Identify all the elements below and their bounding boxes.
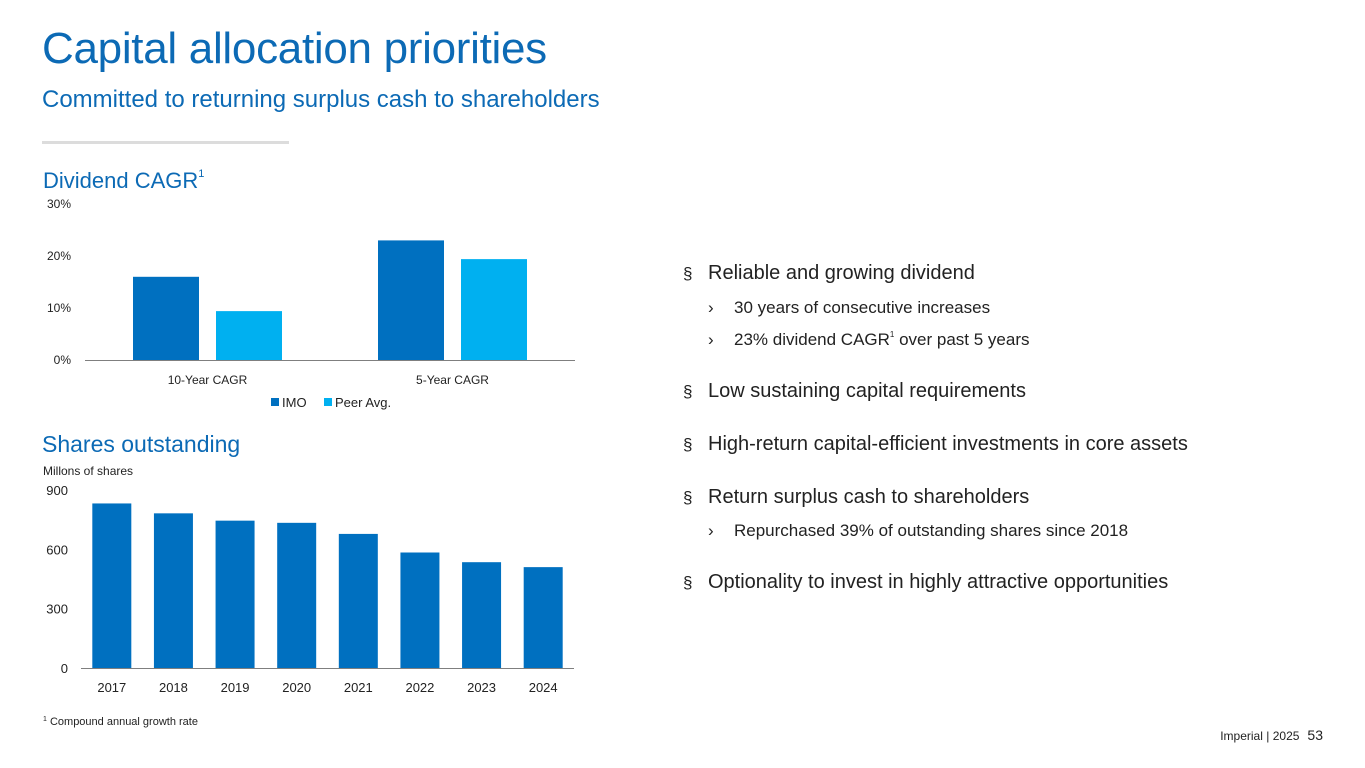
dividend-y-tick-label: 10% [47,301,71,315]
dividend-bar-imo [378,240,444,360]
dividend-y-tick-label: 0% [54,353,72,367]
shares-x-tick-label: 2018 [159,680,188,695]
footer-separator: | [1266,729,1270,743]
bullet-marker: § [683,382,693,401]
shares-x-tick-label: 2019 [221,680,250,695]
sub-bullet-item: › 23% dividend CAGR1 over past 5 years [708,330,1030,350]
shares-y-tick-label: 900 [46,483,68,498]
dividend-heading-text: Dividend CAGR [43,168,199,193]
sub-bullet-text: 30 years of consecutive increases [734,298,991,317]
dividend-y-tick-label: 30% [47,197,71,211]
shares-bar [400,552,440,668]
shares-x-tick-label: 2021 [344,680,373,695]
bullet-marker: § [683,264,693,283]
shares-bar [215,520,255,668]
shares-y-tick-label: 0 [61,661,68,676]
sub-bullet-marker: › [708,521,714,540]
footnote-ref: 1 [43,716,47,723]
sub-bullet-text: Repurchased 39% of outstanding shares si… [734,521,1129,540]
dividend-y-tick-label: 20% [47,249,71,263]
shares-bar [153,513,193,668]
shares-unit-label: Millons of shares [43,464,134,478]
dividend-x-tick-label: 10-Year CAGR [168,373,248,387]
shares-x-tick-label: 2022 [405,680,434,695]
sub-bullet-item: › Repurchased 39% of outstanding shares s… [708,521,1128,541]
bullet-text: High-return capital-efficient investment… [708,433,1188,455]
page-number: 53 [1307,727,1323,743]
sub-bullet-item: › 30 years of consecutive increases [708,298,990,318]
sub-bullet-text: 23% dividend CAGR [734,330,890,349]
bullet-text: Optionality to invest in highly attracti… [708,571,1169,593]
dividend-chart-heading: Dividend CAGR1 [43,168,204,194]
shares-y-tick-label: 600 [46,542,68,557]
footer-company: Imperial [1220,729,1263,743]
bullet-item: § Low sustaining capital requirements [683,380,1026,403]
legend-label-imo: IMO [282,395,307,410]
shares-y-tick-label: 300 [46,602,68,617]
page-footer: Imperial | 2025 53 [1220,727,1323,743]
shares-bar [92,503,132,668]
footnote-text: Compound annual growth rate [49,716,198,728]
bullet-item: § High-return capital-efficient investmen… [683,433,1188,456]
legend-swatch-imo [271,398,279,406]
shares-x-tick-label: 2017 [97,680,126,695]
bullet-item: § Return surplus cash to shareholders [683,486,1029,509]
shares-chart-heading: Shares outstanding [42,431,241,457]
bullet-item: § Optionality to invest in highly attract… [683,571,1168,594]
sub-bullet-marker: › [708,330,714,349]
shares-bar [277,522,317,668]
bullet-marker: § [683,435,693,454]
footer-year: 2025 [1272,729,1300,743]
bullet-text: Reliable and growing dividend [708,262,975,284]
page-title: Capital allocation priorities [42,24,547,73]
dividend-heading-footnote-ref: 1 [198,168,205,180]
bullet-text: Return surplus cash to shareholders [708,486,1030,508]
shares-x-tick-label: 2024 [529,680,558,695]
footnote: 1 Compound annual growth rate [43,716,198,728]
sub-bullet-marker: › [708,298,714,317]
sub-bullet-text-continued: over past 5 years [894,330,1030,349]
bullet-text: Low sustaining capital requirements [708,380,1026,402]
dividend-bar-imo [133,276,199,360]
title-divider [42,141,289,144]
shares-bar [338,533,378,668]
bullet-marker: § [683,488,693,507]
dividend-bar-peer [461,259,527,360]
bullet-item: § Reliable and growing dividend [683,262,975,285]
legend-swatch-peer [324,398,332,406]
dividend-bar-peer [216,311,282,360]
dividend-x-tick-label: 5-Year CAGR [416,373,489,387]
page-subtitle: Committed to returning surplus cash to s… [42,86,600,113]
shares-bar [523,567,563,668]
footnote-ref: 1 [889,330,895,339]
bullet-marker: § [683,573,693,592]
shares-x-tick-label: 2020 [282,680,311,695]
shares-bar [462,562,502,668]
shares-x-tick-label: 2023 [467,680,496,695]
legend-label-peer: Peer Avg. [335,395,391,410]
